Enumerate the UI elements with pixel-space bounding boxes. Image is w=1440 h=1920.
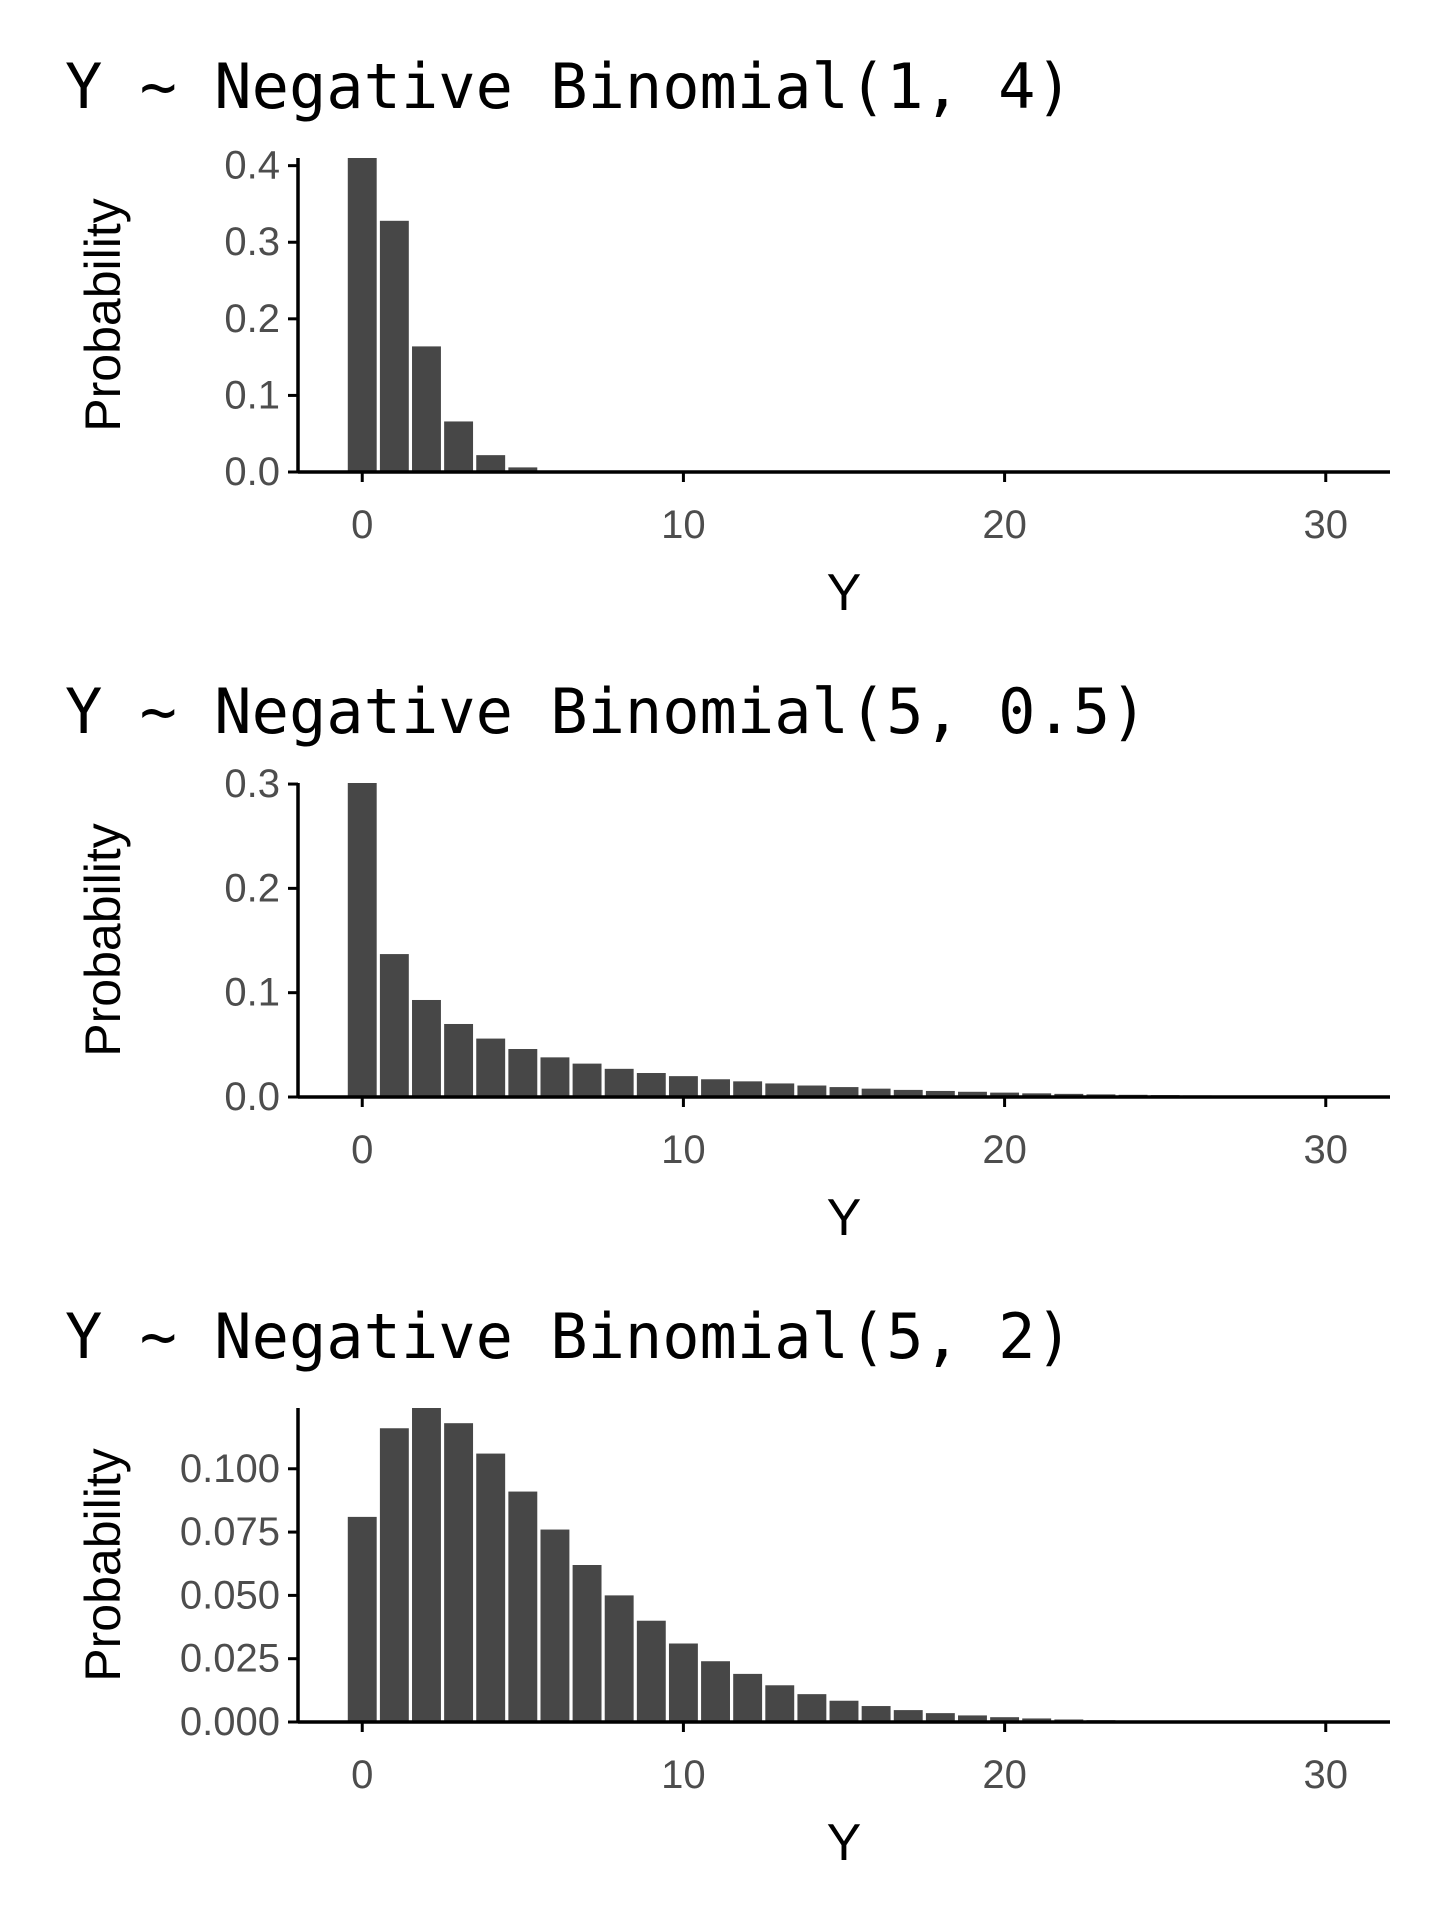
- chart-panel-2: Y ~ Negative Binomial(5, 0.5) 0.0 0.1 0.2 0.…: [65, 675, 1390, 1247]
- bar: [1022, 1093, 1052, 1097]
- bar: [540, 1057, 570, 1097]
- x-tick-label: 0: [351, 1753, 373, 1797]
- y-axis-label: Probability: [75, 1448, 131, 1681]
- bar: [379, 1428, 409, 1722]
- x-axis-label: Y: [827, 564, 862, 622]
- chart-panel-3: Y ~ Negative Binomial(5, 2) 0.000 0.025 0.0…: [65, 1300, 1390, 1872]
- x-tick-label: 20: [982, 503, 1027, 547]
- bar: [412, 999, 441, 1097]
- bar: [347, 1516, 377, 1722]
- x-tick-label: 30: [1304, 503, 1349, 547]
- bar: [733, 1081, 763, 1097]
- x-tick-label: 30: [1304, 1753, 1349, 1797]
- bar: [604, 1595, 634, 1722]
- chart-title: Y ~ Negative Binomial(5, 2): [65, 1300, 1073, 1373]
- bar: [701, 1079, 730, 1097]
- bar: [444, 421, 474, 472]
- bar: [444, 1023, 474, 1097]
- bar: [604, 1068, 634, 1097]
- y-tick-label: 0.3: [224, 220, 280, 264]
- y-tick-label: 0.1: [224, 373, 280, 417]
- y-tick-label: 0.100: [180, 1447, 280, 1491]
- x-tick-label: 20: [982, 1753, 1027, 1797]
- chart-title: Y ~ Negative Binomial(5, 0.5): [65, 675, 1148, 748]
- bar: [508, 1049, 538, 1097]
- bar: [893, 1089, 923, 1097]
- bar: [572, 1565, 602, 1722]
- x-tick-label: 30: [1304, 1128, 1349, 1172]
- bar: [668, 1643, 698, 1722]
- x-tick-label: 10: [661, 1128, 706, 1172]
- bar: [476, 1453, 506, 1722]
- y-tick-label: 0.075: [180, 1510, 280, 1554]
- bar: [347, 158, 377, 472]
- bar: [861, 1706, 891, 1722]
- y-tick-label: 0.025: [180, 1637, 280, 1681]
- y-tick-label: 0.2: [224, 297, 280, 341]
- x-tick-label: 0: [351, 503, 373, 547]
- bar: [379, 220, 409, 472]
- chart-panel-1: Y ~ Negative Binomial(1, 4) 0.0 0.1 0.2 0.3 0…: [65, 50, 1390, 622]
- bar: [1022, 1718, 1052, 1722]
- bar: [990, 1717, 1020, 1722]
- bar: [797, 1085, 827, 1097]
- bar: [347, 783, 377, 1097]
- bar: [797, 1694, 827, 1722]
- bar: [444, 1423, 474, 1722]
- bar: [765, 1083, 795, 1097]
- x-axis-label: Y: [827, 1189, 862, 1247]
- bar: [925, 1713, 955, 1722]
- bar: [733, 1673, 763, 1722]
- bar: [765, 1685, 795, 1722]
- bar: [958, 1091, 987, 1097]
- x-tick-label: 10: [661, 503, 706, 547]
- x-tick-label: 20: [982, 1128, 1027, 1172]
- bar: [508, 467, 538, 472]
- bar: [572, 1063, 602, 1097]
- y-axis-label: Probability: [75, 198, 131, 431]
- bar: [701, 1661, 730, 1722]
- x-tick-label: 10: [661, 1753, 706, 1797]
- bar: [508, 1491, 538, 1722]
- y-axis-label: Probability: [75, 823, 131, 1056]
- bar: [861, 1088, 891, 1097]
- bar: [925, 1090, 955, 1097]
- y-tick-label: 0.2: [224, 866, 280, 910]
- bar: [958, 1715, 987, 1722]
- x-tick-label: 0: [351, 1128, 373, 1172]
- bar: [668, 1076, 698, 1097]
- bar: [379, 954, 409, 1097]
- bar: [540, 1529, 570, 1722]
- bar: [893, 1710, 923, 1722]
- y-tick-label: 0.000: [180, 1700, 280, 1744]
- bar: [476, 455, 506, 472]
- y-tick-label: 0.0: [224, 1075, 280, 1119]
- y-tick-label: 0.4: [224, 144, 280, 188]
- y-tick-label: 0.3: [224, 762, 280, 806]
- chart-title: Y ~ Negative Binomial(1, 4): [65, 50, 1073, 123]
- y-tick-label: 0.1: [224, 971, 280, 1015]
- bar: [829, 1700, 859, 1722]
- x-axis-label: Y: [827, 1814, 862, 1872]
- bar: [636, 1073, 666, 1097]
- bar: [412, 1408, 441, 1722]
- bar: [412, 346, 441, 472]
- bar: [990, 1092, 1020, 1097]
- bar: [829, 1087, 859, 1097]
- y-tick-label: 0.050: [180, 1573, 280, 1617]
- bar: [636, 1620, 666, 1722]
- bar: [476, 1038, 506, 1097]
- y-tick-label: 0.0: [224, 450, 280, 494]
